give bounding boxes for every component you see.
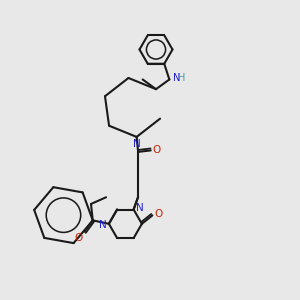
Text: N: N xyxy=(133,139,140,149)
Text: N: N xyxy=(173,73,180,83)
Text: O: O xyxy=(153,145,161,155)
Text: O: O xyxy=(154,209,162,220)
Text: N: N xyxy=(136,203,144,213)
Text: O: O xyxy=(74,233,83,243)
Text: N: N xyxy=(99,220,106,230)
Text: H: H xyxy=(178,73,185,83)
